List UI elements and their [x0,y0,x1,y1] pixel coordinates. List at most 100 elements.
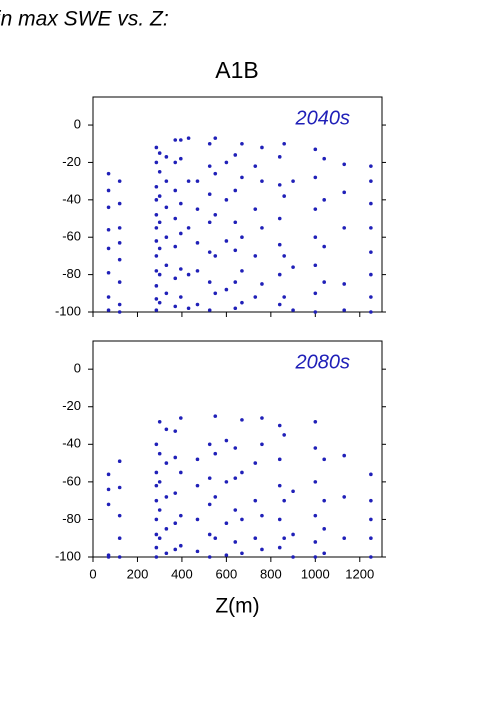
point [157,508,162,512]
point [207,555,212,559]
point [207,192,212,197]
point [106,295,111,299]
point [213,451,218,456]
point [154,308,159,312]
point [154,517,159,522]
point [342,495,347,499]
point [369,179,373,183]
point [164,263,169,268]
point [207,250,212,254]
point [117,201,122,206]
point [106,227,111,232]
point [253,498,258,503]
panel-label: 2080s [295,351,351,373]
point [342,308,347,312]
point [213,136,218,140]
point [179,295,183,299]
point [154,269,159,273]
point [322,527,327,531]
point [313,175,318,180]
point [213,212,218,217]
point [186,136,191,140]
point [282,194,286,198]
point [173,244,178,249]
point [154,297,159,301]
point [260,282,264,286]
point [240,551,244,556]
point [154,483,159,488]
point [157,451,162,456]
point [173,521,178,525]
point [313,310,318,314]
point [173,216,178,221]
point [233,188,238,193]
point [277,517,282,522]
point [213,536,218,541]
point [240,141,244,146]
point [154,198,159,202]
point [164,205,169,210]
x-tick-label: 0 [89,566,96,581]
point [282,141,286,146]
point [369,555,373,559]
point [233,508,238,512]
point [154,555,159,559]
point [157,300,162,305]
point [233,248,238,253]
point [369,472,373,477]
point [277,272,282,277]
point [157,419,162,424]
point [260,179,264,183]
point [207,164,212,168]
point [164,461,169,465]
x-tick-label: 800 [260,566,282,581]
point [213,254,218,258]
point [154,532,159,537]
point [117,280,122,284]
point [154,470,159,475]
point [195,207,200,211]
point [233,280,238,284]
y-tick-label: 0 [74,116,81,131]
point [157,194,162,198]
point [240,175,244,180]
point [313,291,318,296]
point [342,453,347,458]
point [173,138,178,142]
point [369,250,373,254]
point [313,235,318,240]
point [224,160,229,165]
point [179,156,183,161]
plot-frame [92,340,383,558]
point [157,536,162,541]
point [313,540,318,544]
point [224,198,229,202]
point [313,555,318,559]
point [369,272,373,277]
point [240,517,244,522]
point [277,216,282,221]
point [240,269,244,273]
point [233,446,238,450]
point [224,553,229,557]
y-tick-label: -80 [62,266,81,281]
point [106,472,111,477]
point [157,272,162,277]
point [369,226,373,230]
y-tick-label: -40 [62,436,81,451]
point [117,310,122,314]
x-tick-label: 1200 [345,566,374,581]
y-tick-label: -20 [62,398,81,413]
point [207,502,212,507]
point [195,179,200,183]
point [253,461,258,465]
point [369,517,373,522]
point [154,545,159,550]
point [117,485,122,490]
point [213,495,218,499]
point [253,295,258,299]
point [277,457,282,462]
point [224,239,229,243]
chart-title: A1B [215,57,258,83]
point [117,459,122,464]
